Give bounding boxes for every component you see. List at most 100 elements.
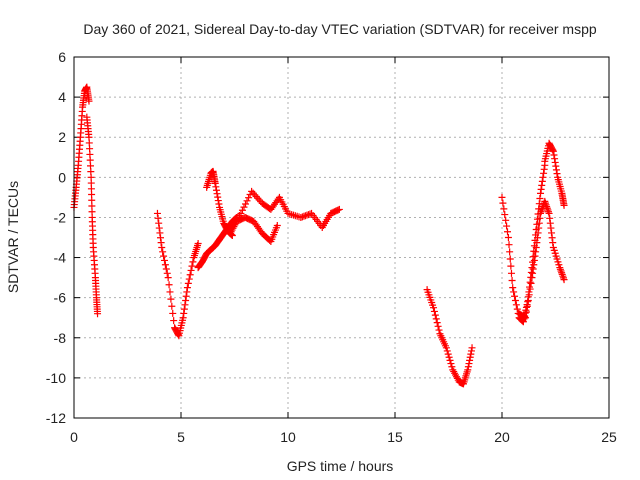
- y-tick-label: -6: [54, 290, 67, 306]
- interp-point: [214, 197, 222, 205]
- x-tick-label: 25: [601, 429, 617, 445]
- interp-point: [444, 350, 452, 358]
- interp-point: [466, 356, 474, 364]
- interp-point: [511, 292, 519, 300]
- data-point: [560, 201, 568, 209]
- data-point: [549, 147, 557, 155]
- interp-point: [507, 262, 515, 270]
- interp-point: [465, 360, 473, 368]
- interp-point: [548, 234, 556, 242]
- interp-point: [240, 203, 248, 211]
- x-tick-label: 10: [280, 429, 296, 445]
- data-point: [158, 244, 166, 252]
- data-point: [522, 314, 530, 322]
- interp-point: [255, 196, 263, 204]
- interp-point: [541, 199, 549, 207]
- interp-point: [448, 363, 456, 371]
- interp-point: [538, 206, 546, 214]
- interp-point: [180, 305, 188, 313]
- interp-point: [243, 197, 251, 205]
- interp-point: [508, 276, 516, 284]
- interp-point: [431, 311, 439, 319]
- interp-point: [500, 205, 508, 213]
- data-points: [70, 83, 568, 388]
- interp-point: [166, 288, 174, 296]
- interp-point: [249, 189, 257, 197]
- grid: [74, 57, 609, 418]
- interp-point: [529, 269, 537, 277]
- interp-point: [154, 214, 162, 222]
- interp-point: [534, 229, 542, 237]
- interp-point: [466, 353, 474, 361]
- x-tick-label: 20: [494, 429, 510, 445]
- interp-point: [552, 162, 560, 170]
- data-point: [545, 209, 553, 217]
- interp-point: [547, 224, 555, 232]
- interp-point: [540, 165, 548, 173]
- interp-point: [446, 356, 454, 364]
- interp-point: [506, 248, 514, 256]
- data-point: [560, 276, 568, 284]
- interp-point: [161, 261, 169, 269]
- interp-point: [559, 272, 567, 280]
- interp-point: [188, 262, 196, 270]
- data-point: [248, 187, 256, 195]
- interp-point: [511, 297, 519, 305]
- interp-point: [185, 275, 193, 283]
- interp-point: [544, 208, 552, 216]
- data-point: [179, 314, 187, 322]
- interp-point: [507, 269, 515, 277]
- interp-point: [183, 288, 191, 296]
- interp-point: [214, 193, 222, 201]
- interp-point: [558, 269, 566, 277]
- data-point: [164, 274, 172, 282]
- interp-point: [538, 181, 546, 189]
- interp-point: [543, 204, 551, 212]
- interp-point: [536, 195, 544, 203]
- interp-point: [189, 258, 197, 266]
- data-point: [504, 234, 512, 241]
- interp-point: [254, 194, 262, 202]
- interp-point: [464, 363, 472, 371]
- data-point: [85, 97, 93, 105]
- data-point: [442, 344, 450, 352]
- data-point: [541, 197, 549, 205]
- interp-point: [156, 229, 164, 237]
- data-point: [556, 264, 564, 272]
- series-seg-a: [70, 83, 93, 211]
- interp-point: [523, 302, 531, 310]
- interp-point: [162, 265, 170, 273]
- interp-point: [530, 261, 538, 269]
- interp-point: [510, 288, 518, 296]
- data-point: [194, 240, 202, 248]
- interp-point: [551, 158, 559, 166]
- interp-point: [215, 200, 223, 208]
- data-point: [430, 304, 438, 312]
- interp-point: [181, 301, 189, 309]
- interp-point: [549, 239, 557, 247]
- interp-point: [535, 224, 543, 232]
- interp-point: [447, 360, 455, 368]
- interp-point: [155, 224, 163, 232]
- series-seg-c: [153, 209, 202, 340]
- interp-point: [212, 186, 220, 194]
- interp-point: [184, 279, 192, 287]
- interp-point: [550, 151, 558, 159]
- interp-point: [157, 239, 165, 247]
- interp-point: [160, 252, 168, 260]
- interp-point: [526, 278, 534, 286]
- interp-point: [502, 216, 510, 224]
- interp-point: [443, 347, 451, 355]
- y-tick-label: 6: [58, 49, 66, 65]
- interp-point: [170, 317, 178, 325]
- y-tick-label: 4: [58, 89, 66, 105]
- interp-point: [540, 169, 548, 177]
- interp-point: [556, 265, 564, 273]
- data-point: [237, 209, 245, 217]
- interp-point: [506, 255, 514, 263]
- interp-point: [529, 265, 537, 273]
- interp-point: [252, 193, 260, 201]
- data-point: [528, 274, 536, 282]
- interp-point: [167, 295, 175, 303]
- data-point: [211, 179, 219, 187]
